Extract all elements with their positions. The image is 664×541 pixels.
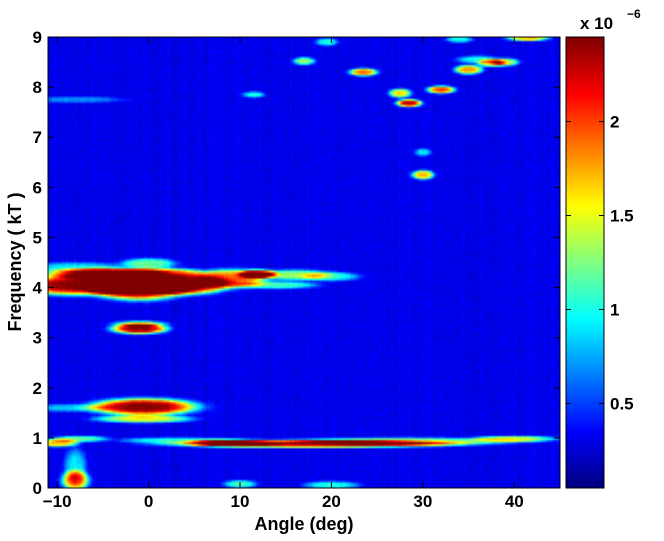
x-axis-ticks: −10 0 10 20 30 40 [43, 37, 524, 511]
x-tick-label: 40 [505, 492, 524, 511]
colorbar-tick-label: 1.5 [610, 207, 634, 226]
colorbar-ticks: 0.5 1 1.5 2 [566, 113, 634, 413]
colorbar-frame [565, 36, 605, 489]
y-axis-ticks: 0 1 2 3 4 5 6 7 8 9 [33, 28, 560, 498]
y-axis-label: Frequency ( kT ) [5, 192, 25, 331]
y-tick-label: 9 [33, 28, 42, 47]
y-tick-label: 7 [33, 128, 42, 147]
heatmap-plot-area [47, 36, 561, 489]
colorbar-gradient [566, 37, 604, 488]
y-tick-label: 1 [33, 429, 42, 448]
colorbar-exponent: −6 [627, 7, 641, 21]
x-tick-label: 30 [413, 492, 432, 511]
x-tick-label: −10 [43, 492, 72, 511]
y-tick-label: 3 [33, 329, 42, 348]
heatmap-image [48, 37, 560, 488]
colorbar-tick-label: 0.5 [610, 394, 634, 413]
plot-frame [47, 36, 561, 489]
colorbar-multiplier: x 10 [580, 14, 613, 33]
y-tick-label: 4 [33, 279, 43, 298]
colorbar-tick-label: 2 [610, 113, 619, 132]
y-tick-label: 8 [33, 78, 42, 97]
x-tick-label: 20 [322, 492, 341, 511]
x-axis-label: Angle (deg) [255, 514, 354, 534]
colorbar: 0.5 1 1.5 2 x 10 −6 [565, 7, 641, 489]
x-tick-label: 10 [231, 492, 250, 511]
y-tick-label: 0 [33, 479, 42, 498]
y-tick-label: 6 [33, 178, 42, 197]
x-tick-label: 0 [144, 492, 153, 511]
colorbar-tick-label: 1 [610, 300, 619, 319]
y-tick-label: 2 [33, 379, 42, 398]
y-tick-label: 5 [33, 228, 42, 247]
